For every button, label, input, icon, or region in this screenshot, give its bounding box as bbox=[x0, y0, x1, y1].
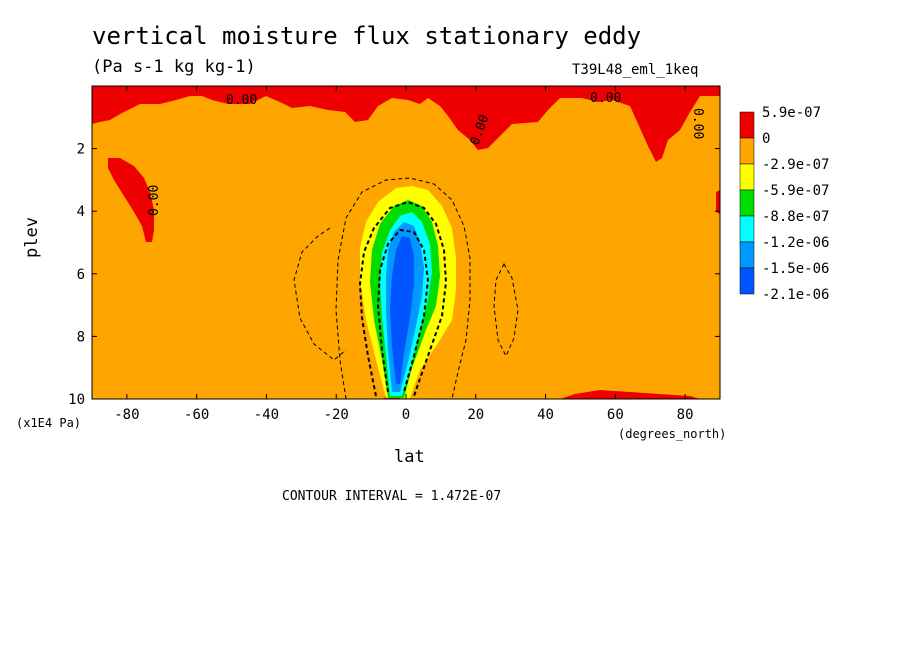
colorbar-label: -8.8e-07 bbox=[762, 209, 829, 225]
x-tick-label: -60 bbox=[184, 407, 209, 423]
x-tick-label: 0 bbox=[402, 407, 410, 423]
colorbar-label: 5.9e-07 bbox=[762, 105, 821, 121]
colorbar-swatch bbox=[739, 137, 755, 165]
x-axis-unit: (degrees_north) bbox=[618, 427, 727, 441]
colorbar-swatch bbox=[739, 189, 755, 217]
positive-region-edge bbox=[716, 190, 720, 214]
colorbar-swatch bbox=[739, 215, 755, 243]
region-dark-blue bbox=[390, 236, 414, 384]
x-tick-label: 60 bbox=[607, 407, 624, 423]
contour-core bbox=[376, 228, 430, 393]
colorbar-label: -1.2e-06 bbox=[762, 235, 829, 251]
colorbar-swatch bbox=[739, 267, 755, 295]
contour-label: 0.00 bbox=[226, 93, 257, 108]
colorbar-swatch bbox=[739, 241, 755, 269]
chart-title: vertical moisture flux stationary eddy bbox=[92, 22, 642, 50]
colorbar-swatch bbox=[739, 163, 755, 191]
contour-label: 0.00 bbox=[690, 108, 705, 139]
colorbar-swatch bbox=[739, 111, 755, 139]
y-tick-label: 4 bbox=[77, 204, 85, 220]
chart-units: (Pa s-1 kg kg-1) bbox=[92, 57, 256, 77]
colorbar-label: -5.9e-07 bbox=[762, 183, 829, 199]
y-axis-unit: (x1E4 Pa) bbox=[16, 416, 82, 430]
colorbar-label: -2.9e-07 bbox=[762, 157, 829, 173]
x-axis-label: lat bbox=[394, 447, 425, 467]
contour-label: 0.00 bbox=[590, 91, 621, 106]
y-tick-label: 10 bbox=[68, 392, 85, 408]
contour-interval: CONTOUR INTERVAL = 1.472E-07 bbox=[282, 489, 502, 504]
y-tick-label: 6 bbox=[77, 267, 85, 283]
x-tick-label: -80 bbox=[114, 407, 139, 423]
colorbar-label: -2.1e-06 bbox=[762, 287, 829, 303]
positive-region-top bbox=[92, 86, 720, 162]
contour-west bbox=[293, 227, 347, 361]
run-label: T39L48_eml_1keq bbox=[572, 62, 699, 78]
x-tick-label: -40 bbox=[254, 407, 279, 423]
x-tick-label: 20 bbox=[467, 407, 484, 423]
y-tick-label: 2 bbox=[77, 142, 85, 158]
positive-region-surface-mid bbox=[560, 390, 700, 399]
positive-region-south bbox=[108, 158, 154, 242]
colorbar-label: -1.5e-06 bbox=[762, 261, 829, 277]
y-tick-label: 8 bbox=[77, 329, 85, 345]
x-tick-label: -20 bbox=[324, 407, 349, 423]
contour-outer bbox=[335, 177, 471, 399]
colorbar-label: 0 bbox=[762, 131, 770, 147]
x-tick-label: 40 bbox=[537, 407, 554, 423]
contour-label: 0.00 bbox=[147, 185, 162, 216]
x-tick-label: 80 bbox=[677, 407, 694, 423]
